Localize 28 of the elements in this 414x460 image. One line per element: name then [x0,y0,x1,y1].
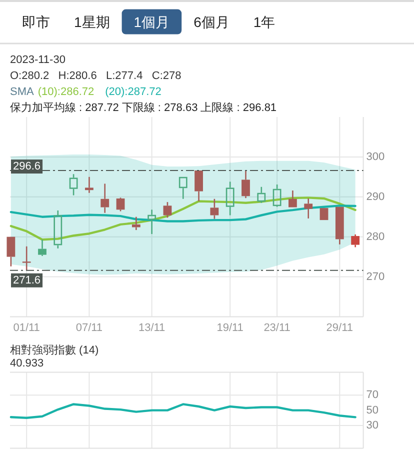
text: 保力加平均線 : 287.72 下限線 : 278.63 上限線 : 296.81 [10,101,277,114]
x-tick-label: 13/11 [138,322,166,334]
legend: SMA (10):286.72 (20):287.72 [10,86,162,98]
chart-title: 相對強弱指數 (14) [10,344,99,357]
x-tick-label: 29/11 [326,322,354,334]
ref-line: 271.6 [10,270,364,288]
tab-label: 1年 [253,14,276,30]
tab-label: 1星期 [74,14,110,30]
y-tick-label: 300 [366,150,385,163]
tab-label: 即市 [22,14,50,30]
ref-line: 296.6 [10,160,364,174]
y-tick-label: 30 [366,420,379,432]
y-tick-label: 50 [366,404,379,416]
y-tick-label: 280 [366,230,385,243]
y-tick-label: 70 [366,389,379,402]
x-tick-label: 19/11 [216,322,244,334]
x-tick-label: 07/11 [76,322,103,334]
x-tick-label: 23/11 [264,322,290,334]
x-tick-label: 01/11 [13,322,40,334]
y-tick-label: 290 [366,190,385,203]
tab-label: 1個月 [134,14,170,30]
chart-subtitle: O:280.2 H:280.6 L:277.4 C:278 [10,70,182,82]
chart-subtitle: 40.933 [10,358,44,370]
tab-label: 6個月 [194,14,230,30]
chart-title: 2023-11-30 [10,54,66,66]
ref-line-label: 296.6 [13,160,41,173]
y-tick-label: 270 [366,270,385,283]
ref-line-label: 271.6 [13,274,41,286]
